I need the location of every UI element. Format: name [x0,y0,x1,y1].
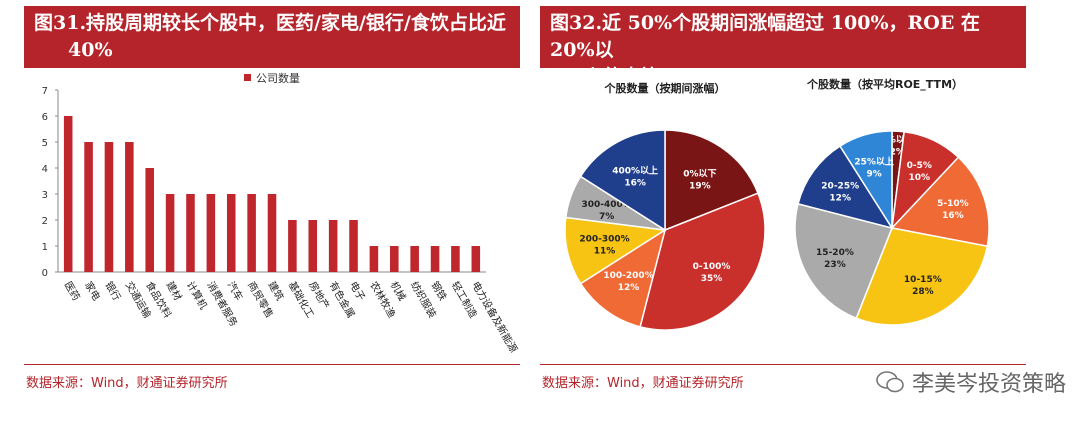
slice-value: 2% [890,148,905,158]
wechat-icon [876,371,904,393]
slice-value: 10% [908,173,930,183]
bar [165,194,175,272]
slice-label: 400%以上 [612,165,658,177]
pie-slice [664,129,759,232]
slice-label: 10-15% [904,275,942,285]
x-tick-label: 钢铁 [428,279,449,303]
pie-1: 个股数量（按期间涨幅） 0%以下 19% 0-100% 35% 100-200% 12% 20… [564,81,766,331]
pie-slice [890,156,990,248]
pie-2: 个股数量（按平均ROE_TTM） 0%以下 2%0-5% 10% 5-10% 16% 10-… [794,77,990,326]
slice-value: 16% [624,179,646,189]
slice-label: 300-400% [582,200,632,210]
slice-label: 0-100% [693,262,731,272]
slice-value: 12% [829,193,851,203]
slice-label: 0-5% [907,161,932,171]
pie-slice [639,192,766,331]
watermark: 李美岑投资策略 [876,366,1066,398]
right-figure-title: 图32.近 50%个股期间涨幅超过 100%，ROE 在 20%以 上的占比 2… [540,6,1026,88]
slice-value: 19% [689,182,711,192]
bar [267,194,277,272]
bar [349,220,358,272]
y-tick-label: 0 [42,268,48,279]
pie-title: 个股数量（按平均ROE_TTM） [806,77,963,91]
y-tick-label: 6 [42,112,48,123]
pie-slice [579,129,666,232]
bar [390,246,399,272]
pie-slice [564,216,668,285]
y-tick-label: 4 [42,164,48,175]
pie-title: 个股数量（按期间涨幅） [604,81,726,95]
bar [145,168,154,272]
legend-swatch [244,74,251,81]
bar-chart-box: 公司数量 0 1 2 3 4 5 6 7 医药 家电 银行 交通运输 食品饮料 建材 计算机 消费者服务 汽车 商贸… [24,68,520,365]
slice-value: 9% [866,170,881,180]
x-tick-label: 建筑 [265,279,286,303]
bar [451,246,460,272]
bar [369,246,379,272]
slice-label: 0%以下 [881,135,914,146]
bar [328,220,338,272]
y-tick-label: 5 [42,138,48,149]
x-tick-label: 电子 [347,279,368,303]
slice-value: 11% [594,247,616,257]
pie-slice [579,228,667,328]
bar [308,220,318,272]
slice-label: 0%以下 [683,169,716,180]
x-tick-label: 机械 [388,279,409,303]
slice-value: 28% [912,287,934,297]
pie-chart-box: 个股数量（按期间涨幅） 0%以下 19% 0-100% 35% 100-200% 12% 20… [540,68,1026,365]
pie-slice [838,130,893,231]
y-tick-label: 3 [42,190,48,201]
slice-value: 23% [824,260,846,270]
slice-label: 200-300% [579,235,629,245]
bar [410,246,419,272]
slice-label: 100-200% [603,271,653,281]
bar [206,194,216,272]
right-source: 数据来源：Wind，财通证券研究所 [542,376,744,391]
slice-label: 15-20% [816,248,854,258]
slice-label: 5-10% [937,199,969,209]
bar [430,246,440,272]
y-tick-label: 7 [42,86,48,97]
bar [288,220,297,272]
slice-value: 35% [701,274,723,284]
bar [63,116,73,272]
x-tick-label: 医药 [62,280,82,303]
bar [125,142,134,272]
left-figure-title: 图31.持股周期较长个股中，医药/家电/银行/食饮占比近 40% [24,6,520,68]
slice-label: 25%以上 [854,156,894,168]
x-tick-label: 电力设备及新能源 [469,279,520,355]
x-tick-label: 家电 [82,279,103,303]
bar [226,194,236,272]
slice-value: 12% [618,283,640,293]
y-tick-label: 2 [42,216,48,227]
bar [186,194,195,272]
pie-charts: 个股数量（按期间涨幅） 0%以下 19% 0-100% 35% 100-200% 12% 20… [564,77,990,331]
x-tick-label: 汽车 [225,279,246,303]
left-source: 数据来源：Wind，财通证券研究所 [26,376,228,391]
pie-slice [855,227,989,326]
bar [471,246,481,272]
x-tick-label: 银行 [102,279,123,303]
slice-value: 16% [942,211,964,221]
pie-slice [797,145,894,230]
bar [104,142,114,272]
legend-label: 公司数量 [256,72,300,85]
bar [84,142,93,272]
pie-slice [794,202,894,320]
slice-label: 20-25% [821,181,859,191]
bar [247,194,256,272]
x-tick-label: 建材 [163,279,184,303]
slice-value: 7% [599,212,614,222]
y-tick-label: 1 [42,242,48,253]
